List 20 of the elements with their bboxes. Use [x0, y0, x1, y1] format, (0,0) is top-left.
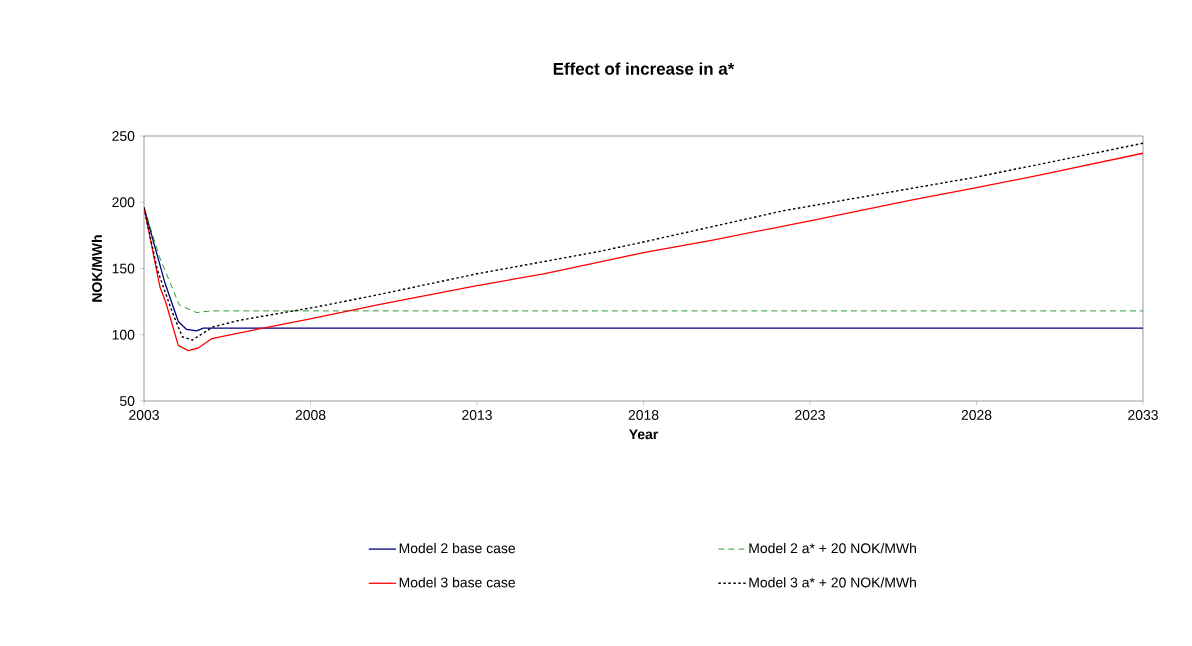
x-tick-label: 2028: [961, 410, 992, 420]
legend-label: Model 3 base case: [399, 577, 516, 588]
legend-label: Model 3 a* + 20 NOK/MWh: [749, 577, 916, 588]
legend-label: Model 2 base case: [399, 542, 516, 554]
y-axis-title: NOK/MWh: [91, 235, 103, 302]
y-tick-label: 150: [112, 263, 135, 274]
y-tick-label: 50: [119, 396, 135, 406]
line-series: [144, 207, 1143, 314]
x-tick-label: 2033: [1128, 410, 1158, 420]
x-tick-label: 2008: [295, 410, 326, 420]
chart-title: Effect of increase in a*: [553, 62, 735, 75]
y-tick-label: 100: [112, 329, 135, 340]
x-tick-label: 2018: [628, 410, 659, 420]
x-tick-label: 2023: [795, 410, 825, 420]
legend-label: Model 2 a* + 20 NOK/MWh: [749, 542, 916, 554]
y-tick-label: 250: [112, 131, 135, 141]
x-tick-label: 2003: [129, 410, 159, 420]
x-axis-title: Year: [628, 429, 659, 440]
y-tick-label: 200: [112, 197, 135, 208]
x-tick-label: 2013: [462, 410, 492, 420]
